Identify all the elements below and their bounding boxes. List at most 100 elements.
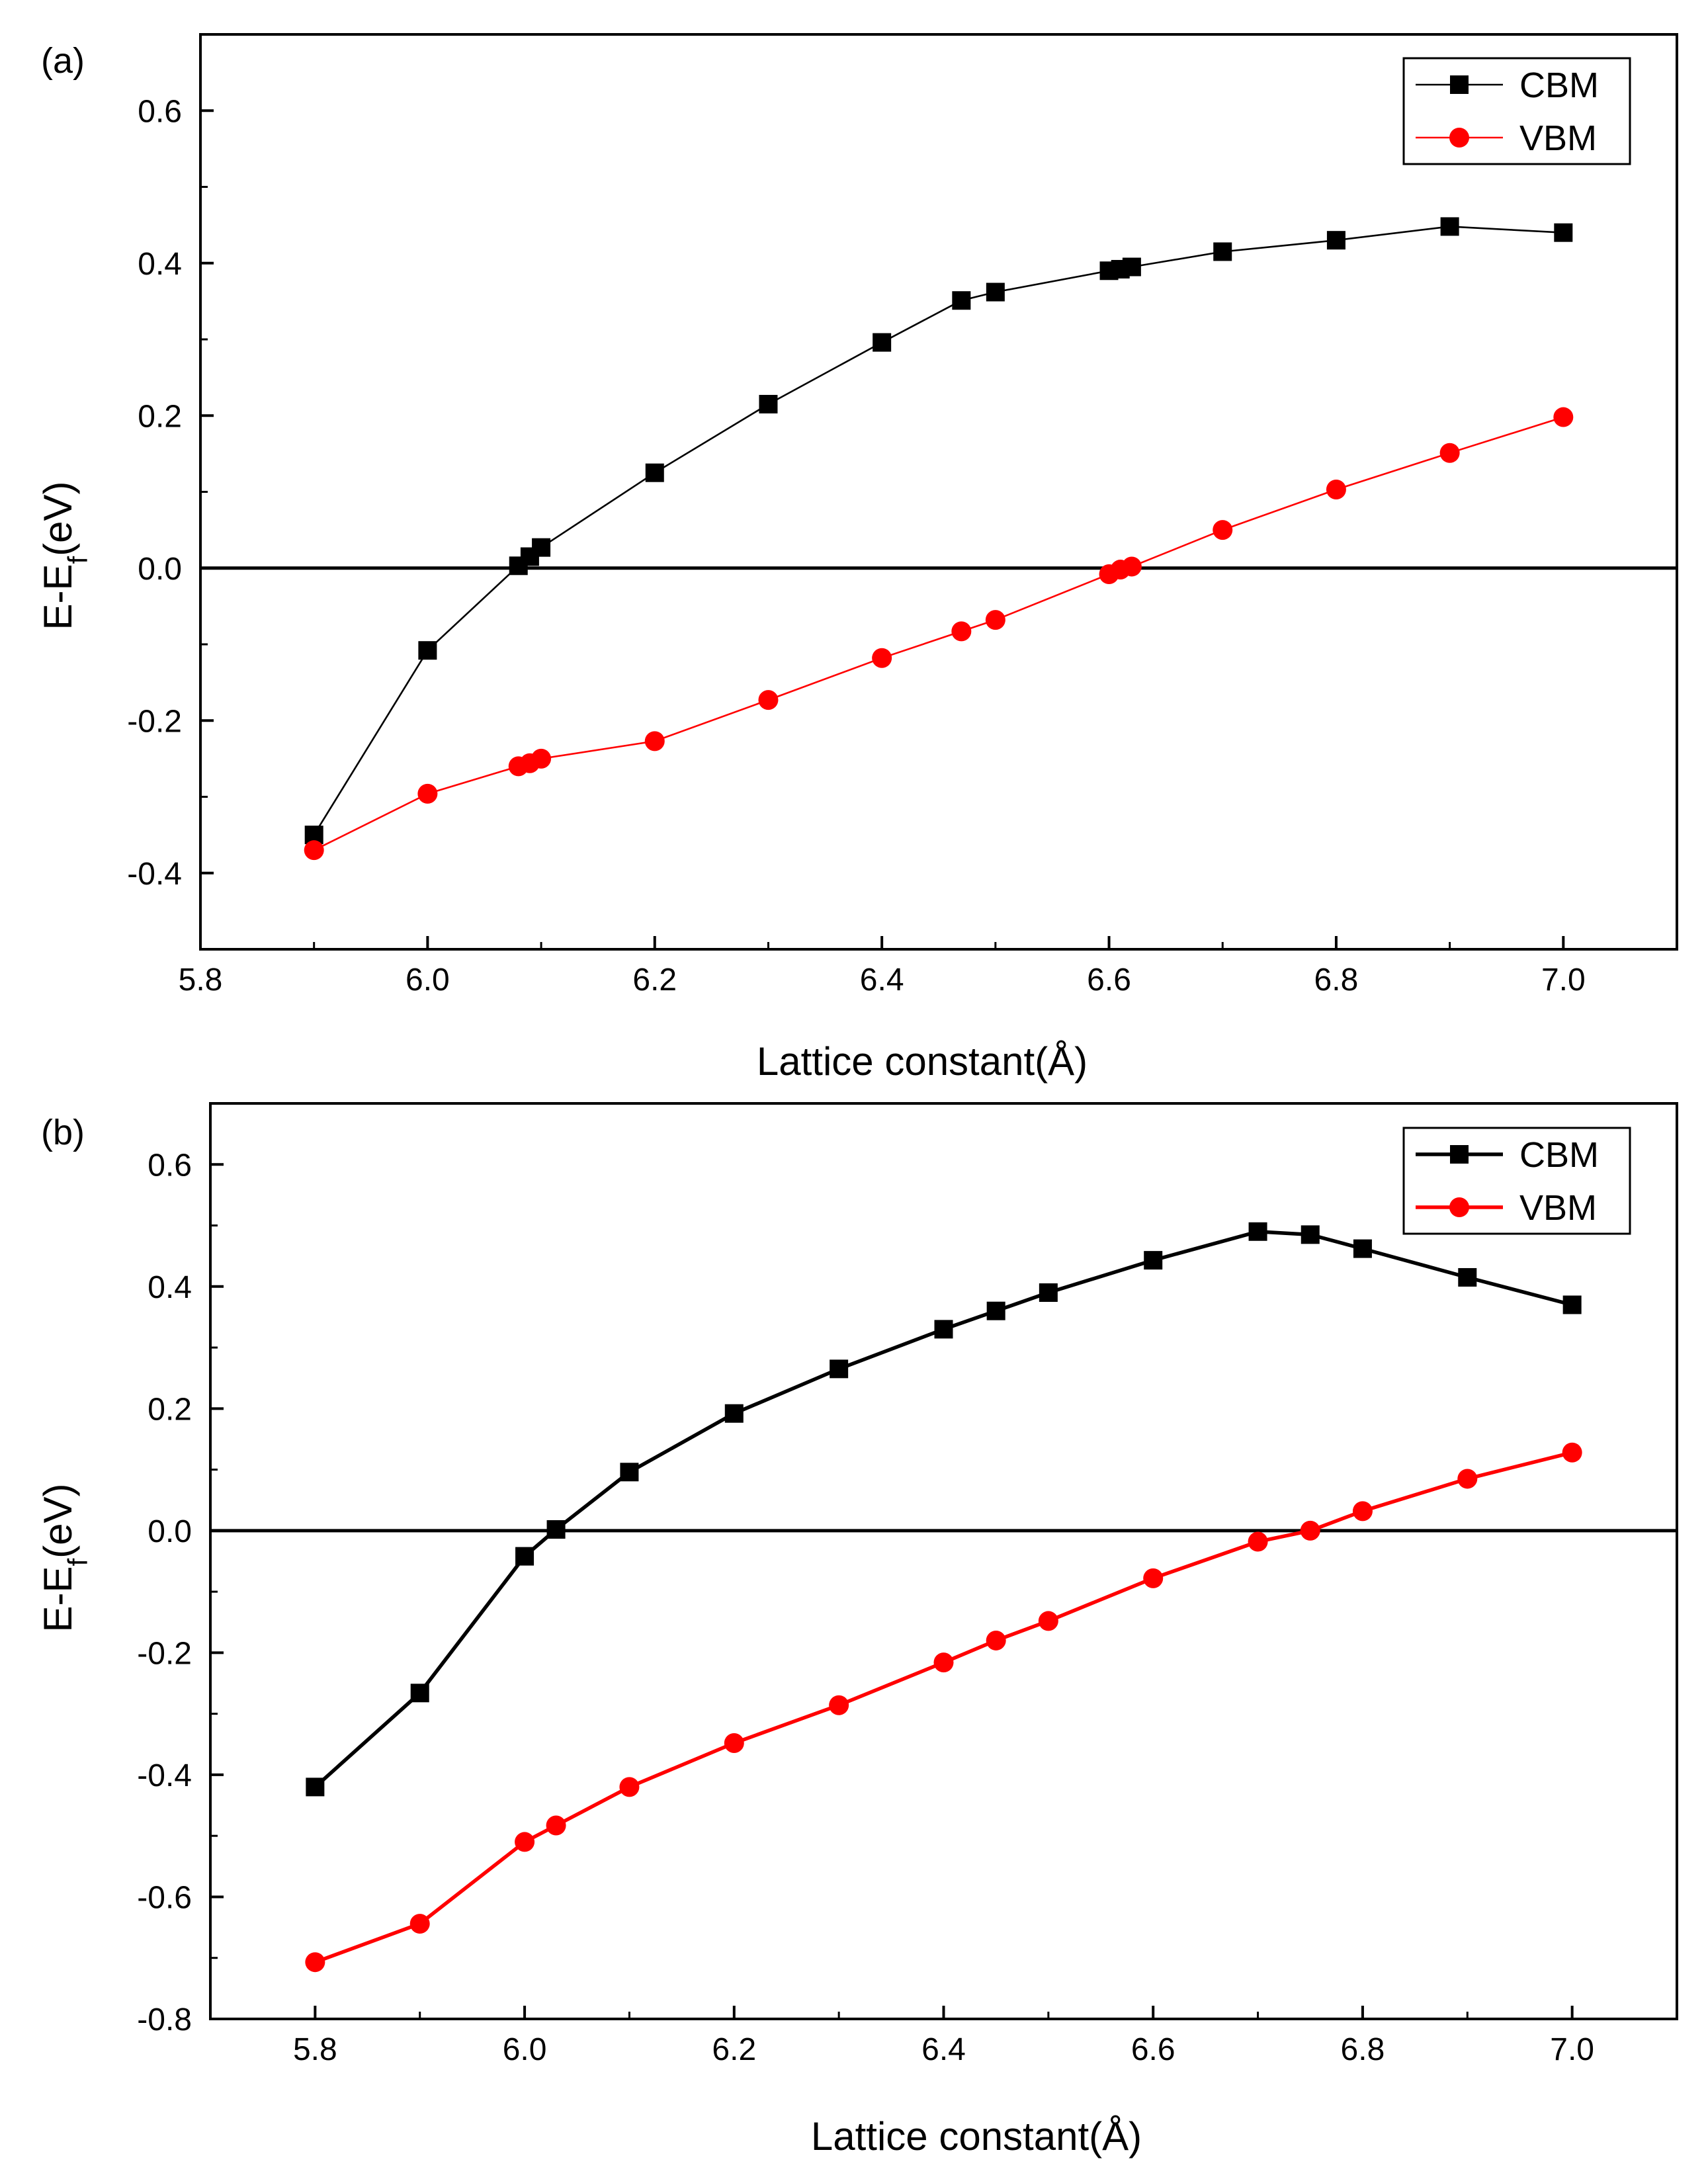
y-axis-title: E-Ef(eV)	[36, 481, 93, 630]
vbm-point	[1300, 1520, 1320, 1541]
legend-vbm-label: VBM	[1519, 1188, 1597, 1228]
cbm-point	[306, 1777, 325, 1797]
cbm-point	[418, 641, 437, 660]
cbm-point	[1213, 242, 1232, 261]
cbm-point	[532, 538, 551, 557]
x-tick-label: 7.0	[1541, 963, 1586, 998]
vbm-point	[644, 731, 665, 751]
y-tick-label: 0.6	[148, 1148, 192, 1183]
y-tick-label: -0.2	[137, 1636, 192, 1671]
vbm-point	[531, 748, 552, 769]
vbm-point	[758, 690, 779, 710]
vbm-point	[546, 1815, 566, 1836]
legend-frame	[1402, 57, 1631, 165]
y-tick-label: 0.0	[148, 1514, 192, 1549]
vbm-point	[1326, 480, 1346, 500]
y-axis-title-unit: (eV)	[36, 1483, 80, 1558]
cbm-point	[620, 1463, 639, 1482]
legend: CBM VBM	[1402, 57, 1631, 165]
y-tick-label: 0.4	[138, 247, 182, 282]
vbm-point	[1121, 556, 1142, 577]
y-tick-label: 0.0	[138, 552, 182, 587]
cbm-point	[759, 394, 778, 413]
cbm-point	[1039, 1283, 1058, 1303]
vbm-series-line	[314, 416, 1564, 851]
x-tick-label: 6.0	[503, 2032, 547, 2067]
y-axis-title-unit: (eV)	[36, 481, 80, 556]
vbm-point	[951, 621, 972, 642]
legend-cbm-marker	[1450, 75, 1469, 94]
x-tick-label: 7.0	[1550, 2032, 1594, 2067]
panel-label: (b)	[41, 1113, 85, 1152]
vbm-point	[1553, 407, 1574, 427]
y-axis-title-main: E-E	[36, 564, 80, 630]
cbm-point	[1562, 1295, 1582, 1314]
legend-cbm-marker	[1450, 1145, 1469, 1164]
cbm-series-line	[313, 226, 1564, 835]
plot-marks: 5.8 6.0 6.2 6.4 6.6 6.8 7.0 -0.8 -0.6 -0.4 -0.2 0.0…	[137, 1102, 1678, 2067]
cbm-point	[1301, 1225, 1320, 1244]
y-tick-label: -0.2	[127, 704, 182, 739]
vbm-point	[305, 1952, 325, 1973]
vbm-point	[1562, 1442, 1582, 1463]
cbm-point	[410, 1684, 429, 1703]
y-tick-label: 0.6	[138, 94, 182, 129]
cbm-point	[873, 333, 892, 352]
cbm-point	[1440, 217, 1459, 236]
y-axis-title-subscript: f	[62, 1559, 93, 1566]
vbm-point	[1439, 443, 1460, 463]
x-axis-title: Lattice constant(Å)	[757, 1039, 1088, 1084]
x-axis-title: Lattice constant(Å)	[811, 2114, 1142, 2159]
x-tick-label: 6.4	[860, 963, 904, 998]
cbm-point	[1458, 1267, 1477, 1287]
cbm-point	[934, 1320, 953, 1339]
vbm-point	[619, 1777, 640, 1797]
x-tick-label: 6.0	[406, 963, 450, 998]
x-tick-label: 6.2	[712, 2032, 756, 2067]
x-tick-label: 6.6	[1087, 963, 1131, 998]
vbm-point	[1213, 520, 1233, 540]
x-tick-label: 6.6	[1131, 2032, 1175, 2067]
vbm-point	[1457, 1469, 1478, 1489]
panel-a: (a) Lattice constant(Å) E-Ef(eV) 5.8 6.0 6…	[36, 33, 1678, 1084]
vbm-point	[1143, 1568, 1164, 1588]
x-tick-label: 6.8	[1341, 2032, 1385, 2067]
cbm-point	[830, 1359, 849, 1379]
legend-vbm-label: VBM	[1519, 118, 1597, 158]
cbm-point	[986, 1301, 1005, 1320]
vbm-point	[986, 1630, 1006, 1650]
panel-b: (b) Lattice constant(Å) E-Ef(eV) 5.8 6.0 6…	[36, 1102, 1678, 2159]
y-tick-label: 0.2	[138, 399, 182, 434]
y-axis-title: E-Ef(eV)	[36, 1483, 93, 1632]
y-tick-label: 0.2	[148, 1392, 192, 1427]
y-axis-title-subscript: f	[62, 556, 93, 564]
x-tick-label: 6.4	[921, 2032, 966, 2067]
vbm-point	[933, 1652, 954, 1673]
legend: CBM VBM	[1402, 1127, 1631, 1235]
plot-frame	[209, 1102, 1678, 2020]
x-tick-label: 5.8	[293, 2032, 337, 2067]
cbm-point	[1144, 1251, 1163, 1270]
vbm-point	[417, 783, 438, 804]
legend-cbm-label: CBM	[1519, 65, 1599, 105]
cbm-point	[986, 282, 1005, 302]
vbm-point	[409, 1914, 430, 1934]
y-tick-label: -0.8	[137, 2002, 192, 2037]
x-tick-label: 6.8	[1314, 963, 1359, 998]
vbm-series-line	[314, 1451, 1573, 1964]
cbm-point	[1122, 257, 1141, 277]
y-tick-label: -0.4	[137, 1758, 192, 1793]
vbm-point	[985, 610, 1005, 630]
cbm-point	[546, 1520, 566, 1539]
vbm-point	[872, 648, 892, 668]
y-axis-title-main: E-E	[36, 1566, 80, 1633]
legend-frame	[1402, 1127, 1631, 1235]
cbm-point	[724, 1404, 744, 1423]
cbm-point	[952, 291, 971, 310]
vbm-point	[304, 840, 324, 861]
panel-label: (a)	[41, 41, 85, 81]
vbm-point	[724, 1733, 744, 1753]
legend-vbm-marker	[1449, 1197, 1469, 1217]
cbm-point	[1353, 1239, 1372, 1258]
